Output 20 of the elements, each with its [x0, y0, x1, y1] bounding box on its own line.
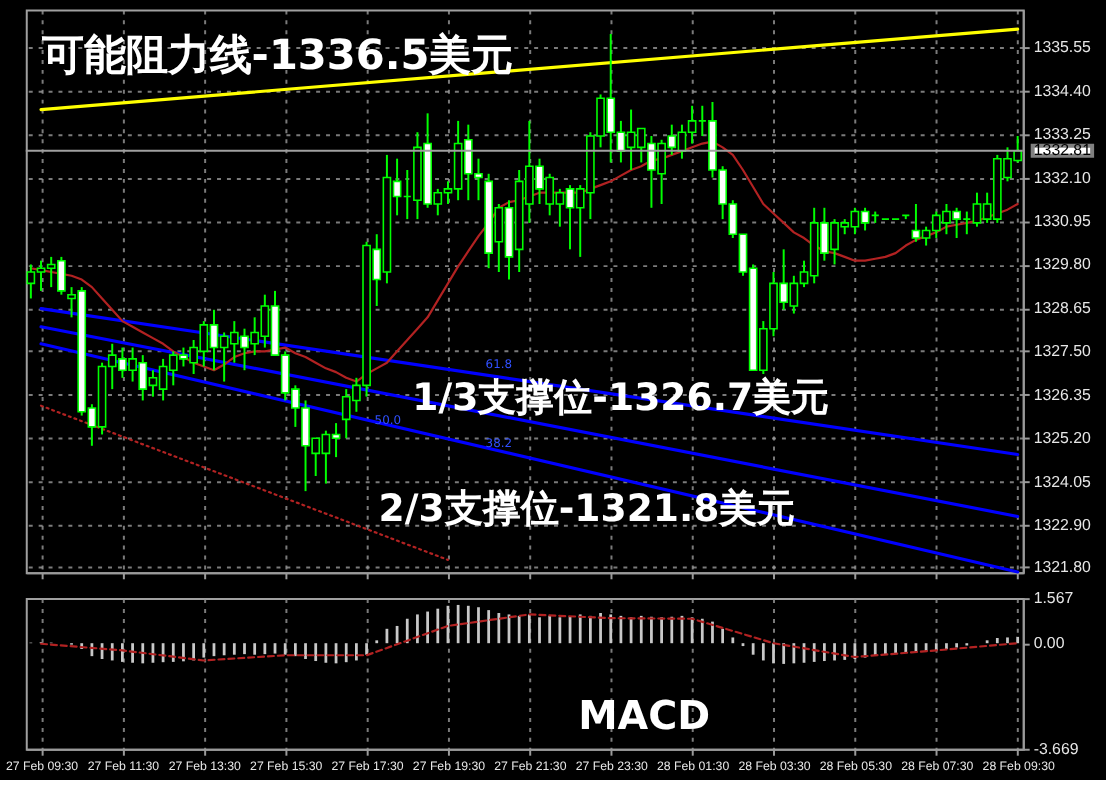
ref-line-label: 1332.81: [1033, 140, 1093, 159]
y-tick-label: 0.00: [1033, 634, 1066, 653]
y-tick-label: 1327.50: [1033, 342, 1093, 361]
annotation: 可能阻力线-1336.5美元: [39, 30, 514, 79]
annotation: MACD: [578, 692, 711, 739]
y-tick-label: -3.669: [1033, 739, 1080, 758]
y-tick-label: 1334.40: [1033, 81, 1093, 100]
y-tick-label: 1326.35: [1033, 385, 1093, 404]
y-tick-label: 1322.90: [1033, 516, 1093, 535]
line-series: [39, 613, 1019, 662]
y-tick-label: 1324.05: [1033, 472, 1093, 491]
y-tick-label: 1329.80: [1033, 255, 1093, 274]
y-tick-label: 1330.95: [1033, 211, 1093, 230]
y-tick-label: 1333.25: [1033, 125, 1093, 144]
y-tick-label: 1335.55: [1033, 38, 1093, 57]
y-tick-label: 1332.10: [1033, 168, 1093, 187]
y-tick-label: 1.567: [1033, 589, 1074, 608]
y-tick-label: 1328.65: [1033, 298, 1093, 317]
y-tick-label: 1325.20: [1033, 429, 1093, 448]
y-tick-label: 1321.80: [1033, 557, 1093, 576]
